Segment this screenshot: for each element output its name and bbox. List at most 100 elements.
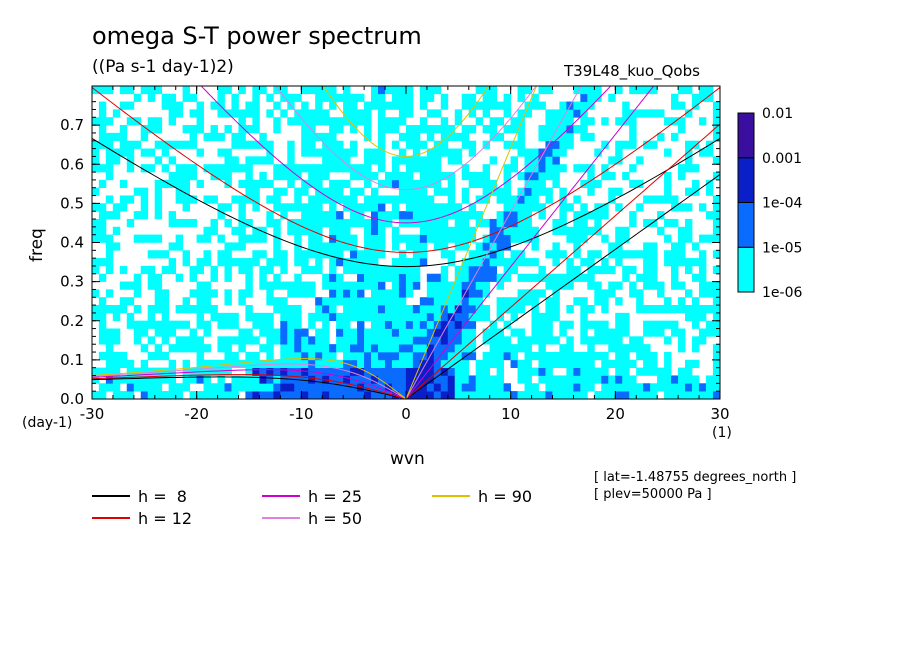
power-cell xyxy=(384,328,393,337)
power-cell xyxy=(517,171,525,181)
power-cell xyxy=(608,195,616,204)
power-cell xyxy=(678,391,686,399)
power-cell xyxy=(398,132,407,142)
power-cell xyxy=(433,148,442,157)
power-cell xyxy=(266,344,274,353)
power-cell xyxy=(461,218,470,228)
power-cell xyxy=(440,336,449,345)
power-cell xyxy=(447,211,456,220)
power-cell xyxy=(440,359,449,368)
power-cell xyxy=(377,132,386,142)
power-cell xyxy=(587,281,595,290)
power-cell xyxy=(364,305,372,314)
power-cell xyxy=(650,242,658,251)
power-cell xyxy=(503,93,511,102)
power-cell xyxy=(447,156,456,165)
power-cell xyxy=(126,367,135,376)
power-cell xyxy=(280,375,288,384)
power-cell xyxy=(301,101,309,110)
power-cell xyxy=(203,132,211,142)
power-cell xyxy=(168,367,177,376)
power-cell xyxy=(517,250,525,259)
power-cell xyxy=(643,328,651,337)
power-cell xyxy=(657,328,665,337)
power-cell xyxy=(705,383,714,392)
power-cell xyxy=(336,117,344,126)
power-cell xyxy=(552,383,560,392)
power-cell xyxy=(698,258,707,267)
power-cell xyxy=(482,328,491,337)
colorbar-swatch xyxy=(737,202,755,248)
power-cell xyxy=(287,203,295,212)
power-cell xyxy=(203,359,211,368)
power-cell xyxy=(217,93,225,102)
power-cell xyxy=(636,367,644,376)
power-cell xyxy=(384,195,393,204)
power-cell xyxy=(238,140,246,149)
power-cell xyxy=(217,344,225,353)
power-cell xyxy=(98,203,107,212)
power-cell xyxy=(224,156,232,165)
power-cell xyxy=(336,187,344,196)
power-cell xyxy=(440,226,449,235)
power-cell xyxy=(433,125,442,134)
power-cell xyxy=(329,250,337,259)
power-cell xyxy=(287,351,295,361)
power-cell xyxy=(287,383,295,392)
power-cell xyxy=(147,351,156,361)
power-cell xyxy=(322,195,330,204)
power-cell xyxy=(196,125,204,134)
power-cell xyxy=(350,148,358,157)
power-cell xyxy=(329,132,337,142)
power-cell xyxy=(629,117,637,126)
power-cell xyxy=(147,312,156,322)
power-cell xyxy=(510,203,518,212)
power-cell xyxy=(315,179,323,189)
power-cell xyxy=(573,391,581,399)
power-cell xyxy=(475,265,484,275)
power-cell xyxy=(538,320,546,329)
power-cell xyxy=(252,359,260,368)
power-cell xyxy=(433,383,442,392)
power-cell xyxy=(126,375,135,384)
power-cell xyxy=(294,93,302,102)
power-cell xyxy=(210,218,218,228)
power-cell xyxy=(657,281,665,290)
power-cell xyxy=(217,258,225,267)
power-cell xyxy=(447,367,456,376)
power-cell xyxy=(105,265,114,275)
power-cell xyxy=(391,226,400,235)
power-cell xyxy=(531,226,539,235)
power-cell xyxy=(336,218,344,228)
rossby-curve xyxy=(92,376,407,399)
power-cell xyxy=(238,164,246,173)
power-cell xyxy=(440,297,449,306)
power-cell xyxy=(482,164,491,173)
power-cell xyxy=(468,203,477,212)
power-cell xyxy=(517,273,525,282)
power-cell xyxy=(587,132,595,142)
power-cell xyxy=(412,132,421,142)
power-cell xyxy=(482,305,491,314)
power-cell xyxy=(322,109,330,118)
power-cell xyxy=(412,234,421,243)
power-cell xyxy=(440,273,449,282)
power-cell xyxy=(559,383,567,392)
power-cell xyxy=(531,234,539,243)
power-cell xyxy=(650,391,658,399)
power-cell xyxy=(657,109,665,118)
power-cell xyxy=(273,336,281,345)
power-cell xyxy=(664,320,672,329)
power-cell xyxy=(594,93,602,102)
power-cell xyxy=(259,281,267,290)
power-cell xyxy=(105,351,114,361)
power-cell xyxy=(496,218,504,228)
power-cell xyxy=(552,132,560,142)
power-cell xyxy=(608,359,616,368)
power-cell xyxy=(531,320,539,329)
power-cell xyxy=(601,289,609,298)
power-cell xyxy=(238,226,246,235)
power-cell xyxy=(691,242,700,251)
power-cell xyxy=(398,187,407,196)
power-cell xyxy=(552,258,560,267)
